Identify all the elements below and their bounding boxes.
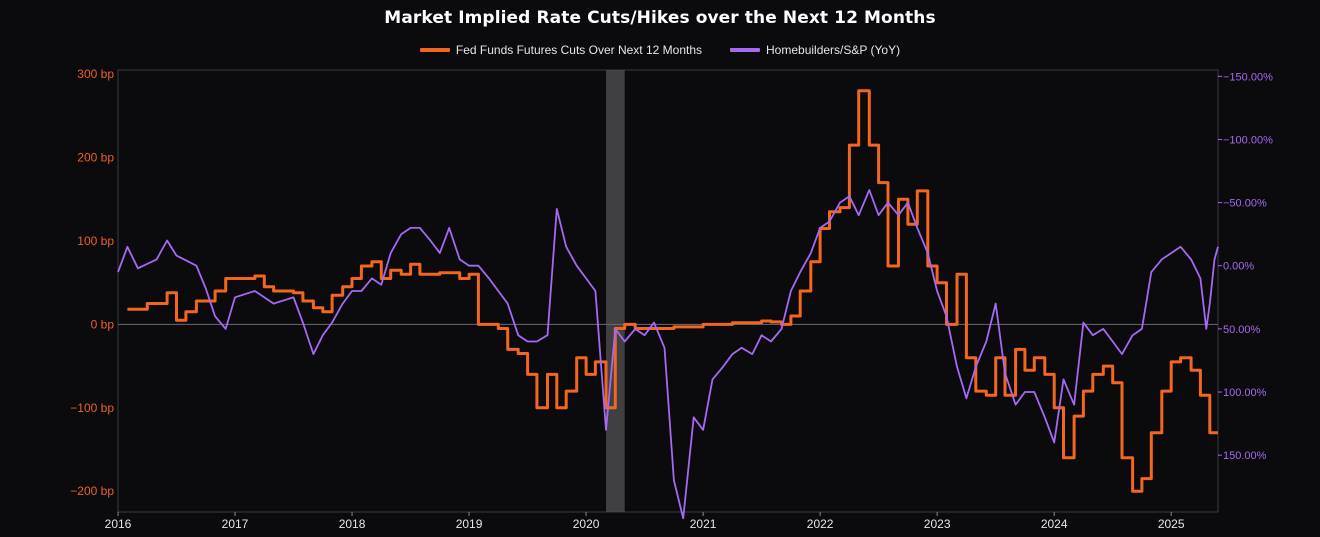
y-left-tick-label: −100 bp <box>70 401 114 415</box>
recession-band-0 <box>605 70 625 512</box>
homebuilders-line <box>117 189 1219 520</box>
x-tick-label: 2020 <box>573 517 600 531</box>
legend-swatch-homebuilders <box>730 48 761 52</box>
x-tick-label: 2023 <box>924 517 951 531</box>
y-right-tick-label: 100.00% <box>1223 387 1267 399</box>
tick-labels: 300 bp 200 bp 100 bp 0 bp −100 bp −200 bp −150… <box>70 67 1273 531</box>
y-left-tick-label: −200 bp <box>70 484 114 498</box>
legend-label-homebuilders: Homebuilders/S&P (YoY) <box>766 43 901 57</box>
fed-funds-line <box>127 89 1218 493</box>
legend-item-fed-funds[interactable]: Fed Funds Futures Cuts Over Next 12 Mont… <box>419 43 703 57</box>
legend-swatch-fed-funds <box>419 48 450 52</box>
chart-title: Market Implied Rate Cuts/Hikes over the … <box>384 8 936 28</box>
y-right-tick-label: −100.00% <box>1223 134 1273 146</box>
x-tick-label: 2021 <box>690 517 717 531</box>
y-right-tick-label: −50.00% <box>1223 198 1267 210</box>
y-left-tick-label: 300 bp <box>77 67 114 81</box>
x-tick-label: 2017 <box>222 517 249 531</box>
axes <box>117 69 1219 513</box>
y-right-tick-label: 0.00% <box>1223 261 1254 273</box>
series-group <box>117 89 1219 520</box>
x-tick-label: 2024 <box>1041 517 1068 531</box>
x-tick-label: 2025 <box>1158 517 1185 531</box>
x-tick-label: 2016 <box>105 517 132 531</box>
x-tick-label: 2018 <box>339 517 366 531</box>
y-right-tick-label: −150.00% <box>1223 71 1273 83</box>
y-left-tick-label: 200 bp <box>77 151 114 165</box>
y-left-tick-label: 100 bp <box>77 234 114 248</box>
x-tick-label: 2022 <box>807 517 834 531</box>
y-right-tick-label: 150.00% <box>1223 450 1267 462</box>
plot-frame <box>117 69 1219 513</box>
legend-item-homebuilders[interactable]: Homebuilders/S&P (YoY) <box>730 43 900 57</box>
legend: Fed Funds Futures Cuts Over Next 12 Mont… <box>0 43 1320 57</box>
y-right-tick-label: 50.00% <box>1223 324 1261 336</box>
y-left-tick-label: 0 bp <box>91 317 115 331</box>
legend-label-fed-funds: Fed Funds Futures Cuts Over Next 12 Mont… <box>455 43 703 57</box>
x-tick-label: 2019 <box>456 517 483 531</box>
recession-band-group <box>605 70 625 512</box>
